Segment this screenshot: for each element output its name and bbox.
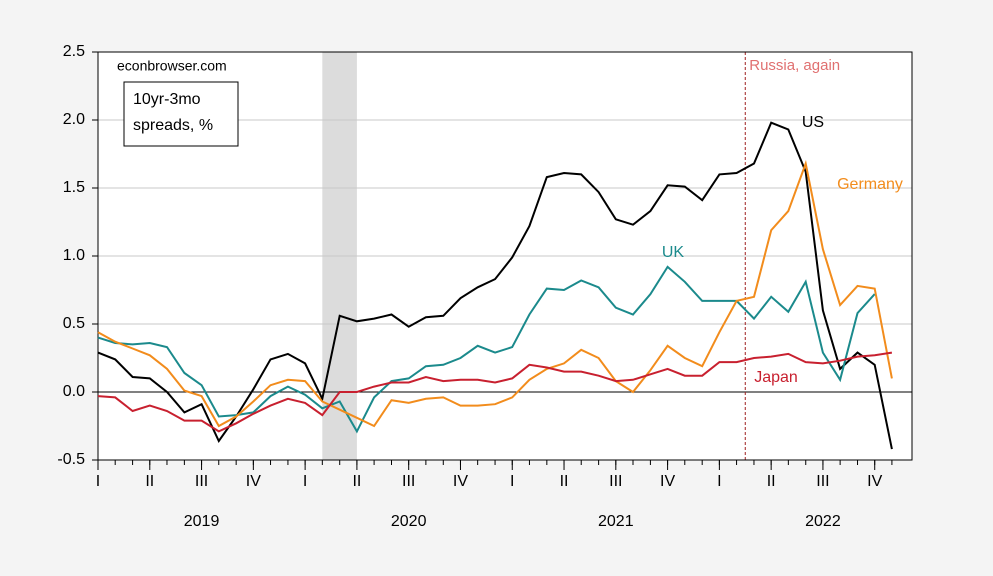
y-tick-label: 1.0: [63, 247, 85, 264]
series-line: [97, 351, 893, 433]
x-tick-label: IV: [246, 473, 261, 490]
series-label: UK: [662, 244, 685, 261]
year-label: 2020: [391, 513, 427, 530]
y-tick-label: 0.5: [63, 315, 85, 332]
x-tick-label: IV: [453, 473, 468, 490]
y-tick-label: 2.0: [63, 111, 85, 128]
series-line: [97, 159, 893, 428]
year-label: 2022: [805, 513, 841, 530]
y-tick-label: 1.5: [63, 179, 85, 196]
year-label: 2021: [598, 513, 634, 530]
x-tick-label: III: [609, 473, 622, 490]
series-label: Japan: [754, 369, 798, 386]
x-tick-label: I: [96, 473, 100, 490]
x-tick-label: III: [816, 473, 829, 490]
event-label: Russia, again: [749, 57, 840, 74]
series-line: [97, 121, 893, 450]
x-tick-label: IV: [660, 473, 675, 490]
x-tick-label: II: [767, 473, 776, 490]
y-tick-label: -0.5: [57, 451, 85, 468]
x-tick-label: II: [560, 473, 569, 490]
y-tick-label: 0.0: [63, 383, 85, 400]
box-label: 10yr-3mo: [133, 91, 201, 108]
source-label: econbrowser.com: [117, 58, 227, 74]
legend-box: [123, 81, 239, 147]
x-tick-label: I: [717, 473, 721, 490]
x-tick-label: I: [303, 473, 307, 490]
box-label: spreads, %: [133, 117, 213, 134]
x-tick-label: III: [195, 473, 208, 490]
series-line: [97, 265, 876, 434]
x-tick-label: II: [352, 473, 361, 490]
x-tick-label: IV: [867, 473, 882, 490]
year-label: 2019: [184, 513, 220, 530]
y-tick-label: 2.5: [63, 43, 85, 60]
series-label: US: [802, 114, 824, 131]
x-tick-label: III: [402, 473, 415, 490]
plot-frame: [97, 51, 913, 461]
series-label: Germany: [837, 176, 903, 193]
x-tick-label: I: [510, 473, 514, 490]
x-tick-label: II: [145, 473, 154, 490]
